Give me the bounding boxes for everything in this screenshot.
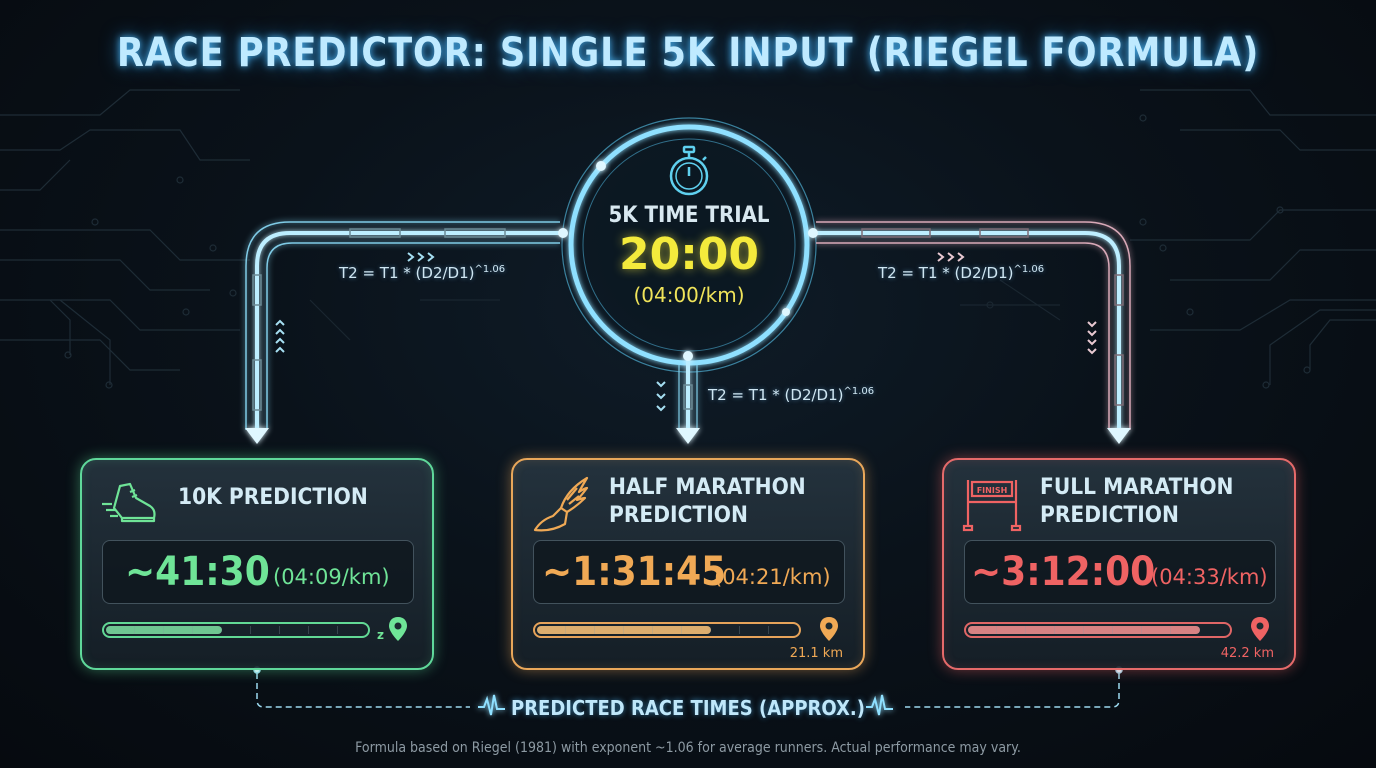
progress-bar [533, 622, 801, 638]
progress-bar [102, 622, 370, 638]
winged-foot-icon [533, 476, 589, 532]
distance-label: 42.2 km [1220, 646, 1274, 661]
footnote: Formula based on Riegel (1981) with expo… [355, 740, 1021, 756]
input-pace: (04:00/km) [633, 283, 745, 307]
predicted-pace: (04:21/km) [714, 565, 831, 589]
heartbeat-icon-right [866, 694, 893, 716]
connector-center [676, 351, 700, 444]
legend-label: PREDICTED RACE TIMES (APPROX.) [511, 696, 865, 720]
svg-text:FINISH: FINISH [977, 486, 1008, 495]
distance-label: 21.1 km [789, 646, 843, 661]
heartbeat-icon-left [478, 694, 505, 716]
page-title: RACE PREDICTOR: SINGLE 5K INPUT (RIEGEL … [116, 30, 1260, 76]
prediction-card-half-marathon: HALF MARATHON PREDICTION ~1:31:45 (04:21… [511, 458, 865, 670]
finish-line-icon: FINISH [962, 480, 1022, 532]
card-title: FULL MARATHON PREDICTION [1040, 475, 1234, 528]
input-hub: 5K TIME TRIAL 20:00 (04:00/km) [565, 121, 813, 369]
circuit-traces-left [0, 89, 250, 389]
time-display: ~1:31:45 (04:21/km) [533, 540, 845, 604]
stopwatch-icon [669, 145, 709, 196]
card-title: 10K PREDICTION [178, 485, 368, 510]
input-time: 20:00 [618, 229, 760, 280]
card-title: HALF MARATHON PREDICTION [609, 475, 806, 528]
predicted-pace: (04:33/km) [1151, 565, 1268, 589]
circuit-traces-right [1130, 89, 1376, 389]
formula-right: T2 = T1 * (D2/D1)^1.06 [878, 264, 1045, 282]
prediction-card-full-marathon: FINISH FULL MARATHON PREDICTION ~3:12:00… [942, 458, 1296, 670]
connector-right [808, 221, 1131, 444]
time-display: ~3:12:00 (04:33/km) [964, 540, 1276, 604]
formula-left: T2 = T1 * (D2/D1)^1.06 [339, 264, 506, 282]
z-marker: z [377, 628, 384, 642]
connector-left [245, 221, 568, 444]
connector-left-hatch [252, 228, 506, 411]
circuit-traces-center [309, 279, 1061, 341]
chevrons-right [937, 252, 1097, 355]
location-pin-icon [1251, 617, 1269, 641]
connector-right-hatch [861, 228, 1124, 406]
predicted-time: ~1:31:45 [542, 549, 727, 595]
location-pin-icon [820, 617, 838, 641]
chevrons-left [275, 252, 435, 353]
chevrons-center [656, 381, 666, 412]
predicted-pace: (04:09/km) [273, 565, 390, 589]
location-pin-icon [389, 617, 407, 641]
predicted-time: ~3:12:00 [971, 549, 1156, 595]
progress-bar [964, 622, 1232, 638]
time-display: ~41:30 (04:09/km) [102, 540, 414, 604]
predicted-time: ~41:30 [125, 549, 270, 595]
formula-center: T2 = T1 * (D2/D1)^1.06 [708, 386, 875, 404]
input-label: 5K TIME TRIAL [608, 203, 770, 228]
prediction-card-10k: 10K PREDICTION ~41:30 (04:09/km) z [80, 458, 434, 670]
running-shoe-icon [102, 482, 156, 523]
